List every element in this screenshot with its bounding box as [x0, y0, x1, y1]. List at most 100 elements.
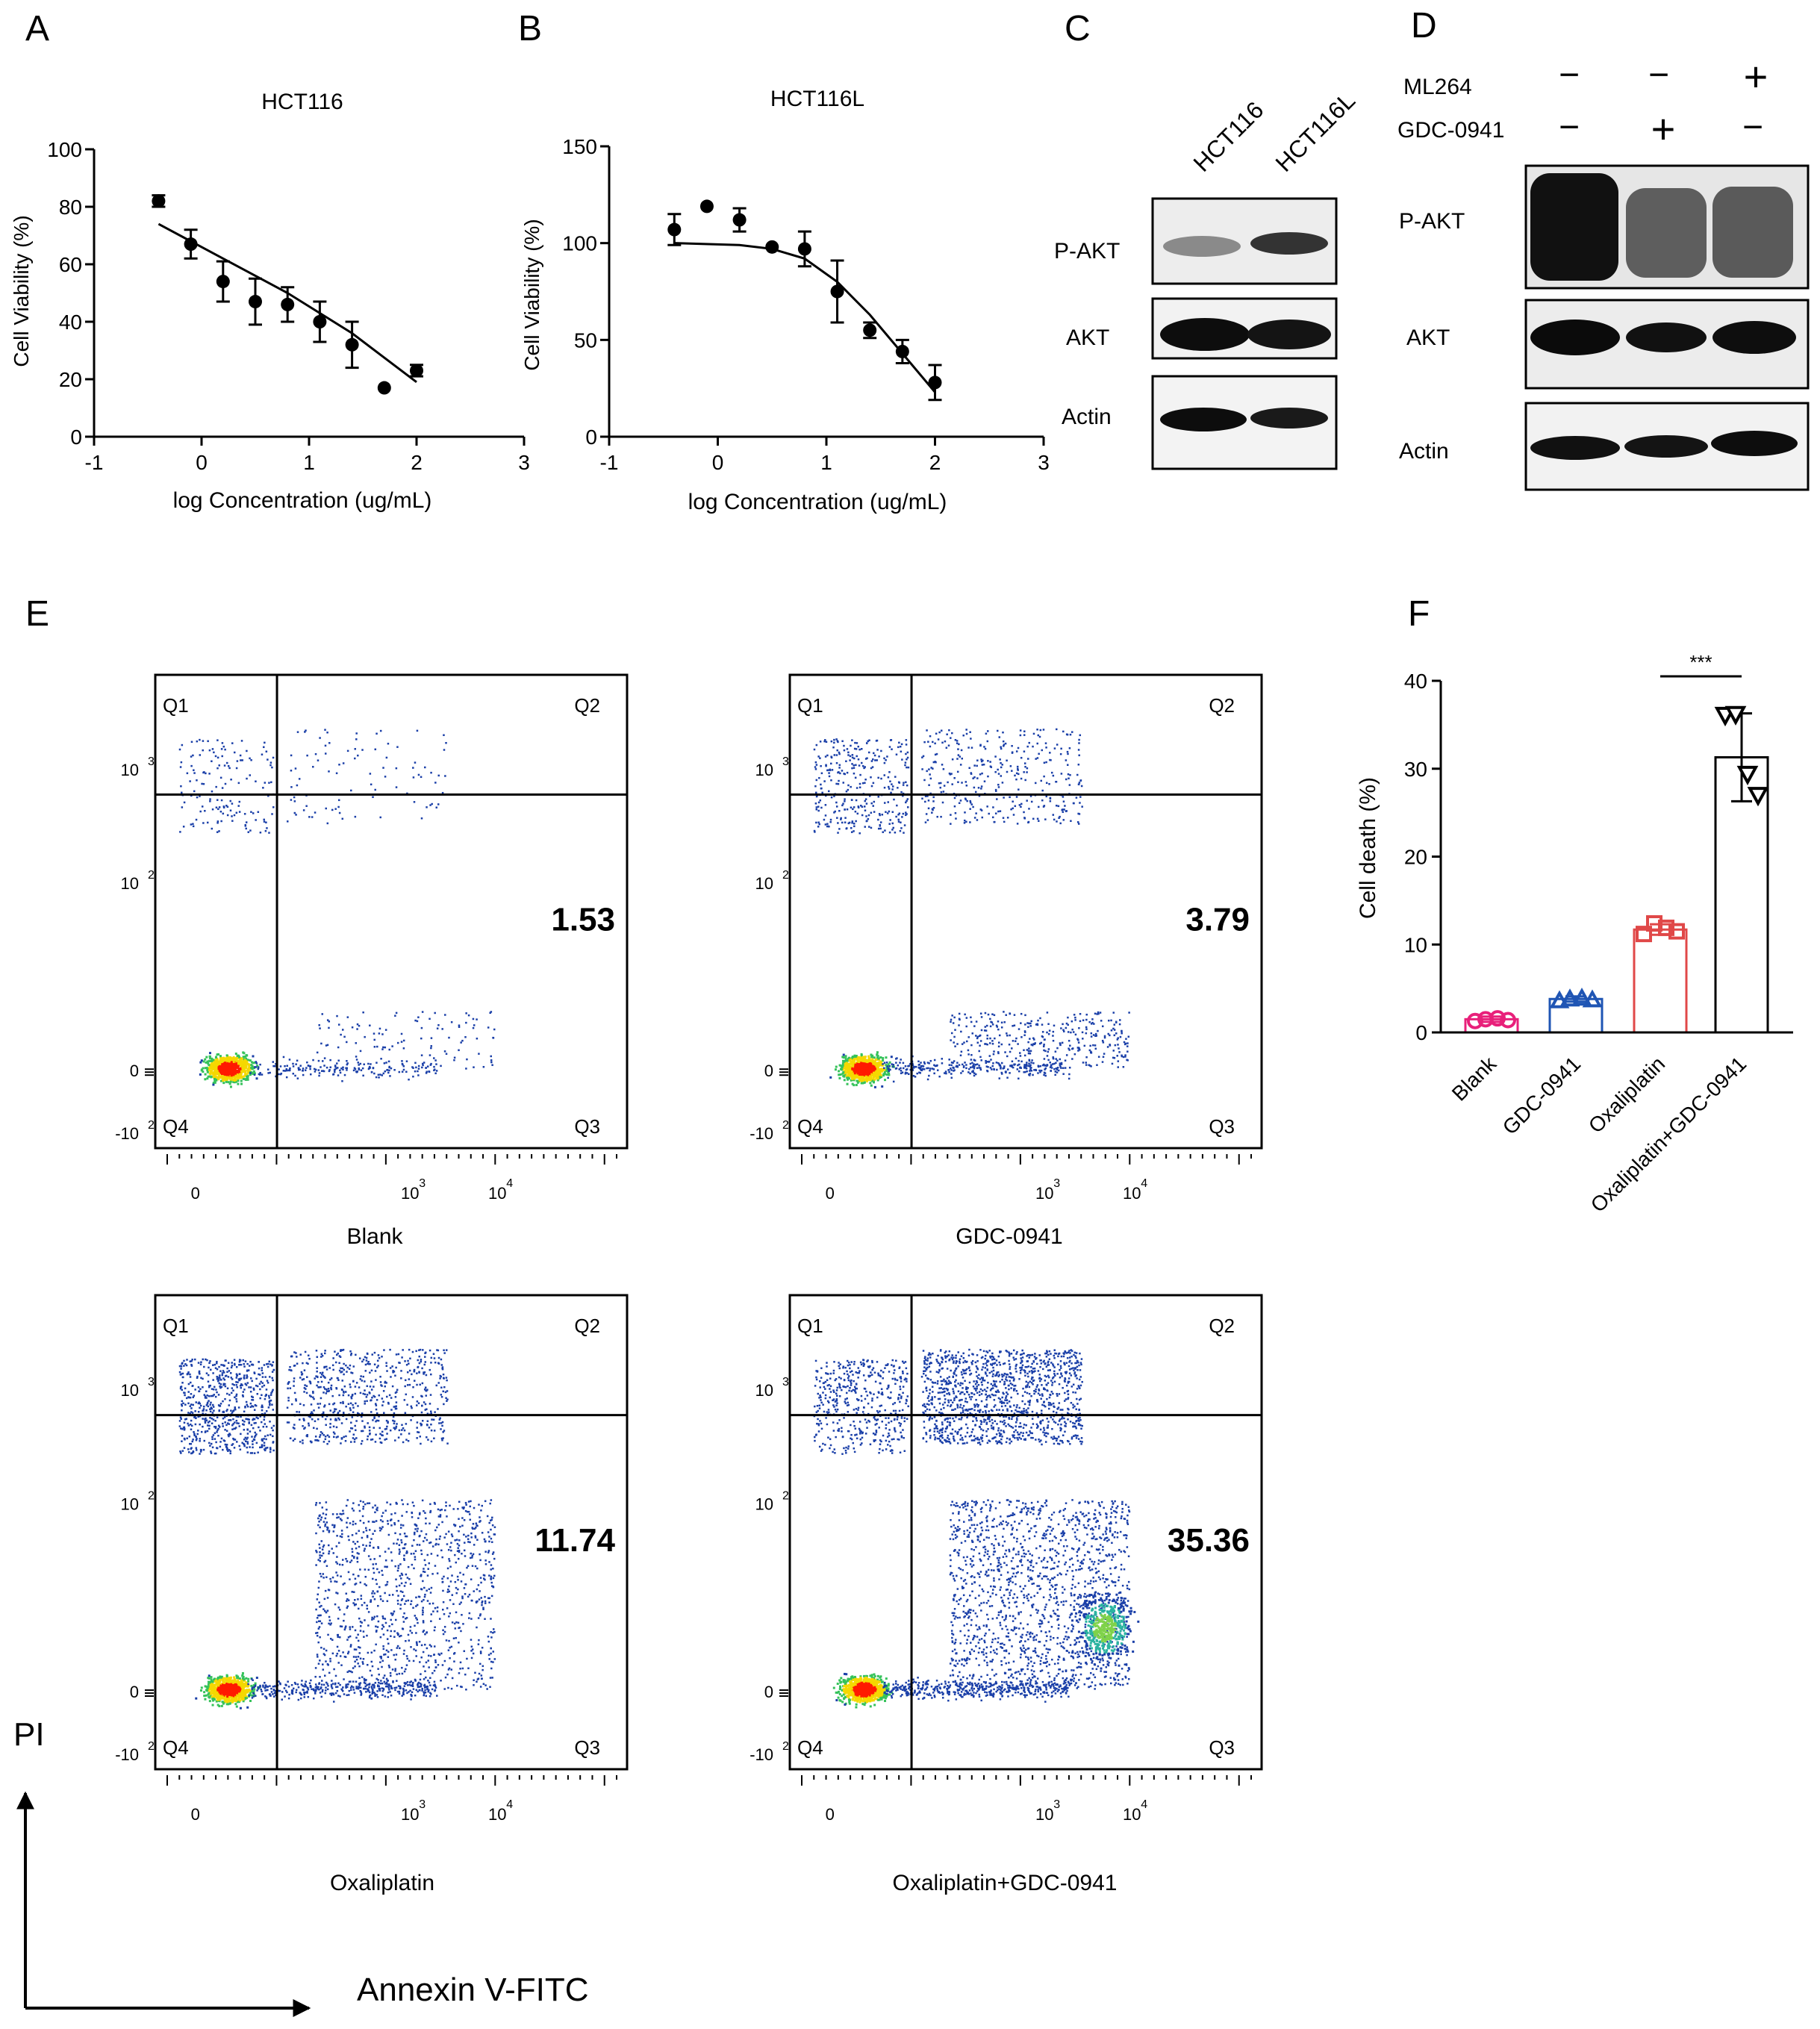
flow-event	[1071, 1020, 1073, 1023]
flow-event	[232, 1080, 235, 1083]
flow-event	[932, 806, 935, 809]
flow-event	[1015, 1037, 1017, 1040]
flow-event	[965, 729, 967, 731]
flow-event	[923, 741, 926, 744]
flow-event	[244, 1692, 247, 1695]
flow-event	[241, 1070, 244, 1073]
flow-event	[328, 1069, 331, 1071]
flow-event	[971, 1062, 973, 1065]
flow-event	[213, 1076, 216, 1079]
flow-event	[953, 1016, 956, 1019]
flow-event	[1020, 802, 1023, 805]
flow-event	[923, 779, 926, 782]
flow-event	[213, 1687, 216, 1690]
flow-event	[218, 830, 220, 832]
flow-event	[1030, 1044, 1033, 1046]
flow-event	[879, 827, 882, 830]
flow-event	[846, 808, 849, 811]
flow-event	[979, 808, 982, 811]
flow-event	[970, 747, 973, 749]
flow-event	[239, 1699, 242, 1702]
flow-event	[1024, 1070, 1026, 1073]
flow-event	[219, 1062, 222, 1065]
flow-event	[980, 758, 982, 761]
flow-event	[1019, 1052, 1021, 1054]
flow-event	[246, 777, 248, 780]
flow-event	[224, 1077, 227, 1080]
flow-event	[359, 1686, 362, 1689]
flow-event	[833, 741, 835, 744]
flow-event	[199, 810, 202, 813]
flow-event	[396, 746, 399, 748]
flow-event	[964, 811, 966, 814]
flow-event	[290, 1684, 293, 1686]
flow-event	[895, 1062, 897, 1064]
flow-event	[232, 1071, 235, 1074]
flow-event	[285, 1069, 288, 1072]
flow-event	[844, 1057, 847, 1060]
flow-event	[209, 1686, 212, 1689]
flow-event	[838, 828, 841, 830]
flow-event	[980, 1059, 982, 1062]
flow-event	[823, 740, 826, 743]
flow-event	[218, 1075, 221, 1078]
flow-event	[838, 764, 841, 767]
flow-event	[221, 1697, 224, 1700]
data-point	[152, 194, 166, 208]
blot-d-mark-gdc-3: −	[1742, 107, 1763, 147]
flow-event	[987, 730, 989, 732]
flow-event	[978, 1065, 980, 1067]
flow-event	[950, 737, 952, 739]
flow-event	[243, 1078, 246, 1081]
flow-event	[972, 1070, 974, 1072]
flow-event	[848, 1069, 851, 1072]
flow-event	[1062, 1029, 1065, 1031]
flow-event	[972, 777, 974, 779]
flow-event	[1112, 1056, 1115, 1059]
flow-event	[1119, 1019, 1121, 1021]
blot-c-akt-band-1	[1160, 318, 1250, 351]
flow-event	[233, 1073, 236, 1076]
blot-d-pakt-band-2	[1626, 188, 1707, 278]
flow-event	[828, 772, 830, 774]
flow-event	[229, 800, 231, 802]
flow-event	[874, 1070, 877, 1073]
flow-event	[238, 800, 241, 803]
flow-event	[1046, 1031, 1048, 1034]
flow-event	[944, 740, 947, 743]
flow-event	[1073, 802, 1075, 805]
flow-event	[242, 1066, 245, 1069]
flow-event	[840, 818, 842, 820]
flow-event	[373, 1046, 376, 1048]
flow-event	[997, 1062, 1000, 1065]
flow-event	[904, 761, 907, 764]
flow-event	[861, 1077, 864, 1080]
chart-a-title: HCT116	[261, 90, 343, 114]
flow-event	[363, 1063, 365, 1066]
x-tick-label: 10	[488, 1184, 506, 1203]
flow-event	[230, 1070, 233, 1073]
flow-event	[1027, 820, 1030, 823]
flow-event	[905, 814, 907, 817]
flow-event	[972, 805, 974, 808]
flow-event	[988, 812, 990, 815]
flow-event	[939, 786, 941, 789]
y-tick-exponent: 2	[782, 1119, 789, 1132]
flow-event	[430, 1062, 432, 1065]
flow-event	[1059, 1065, 1062, 1068]
flow-event	[1077, 823, 1080, 825]
flow-event	[877, 1071, 880, 1074]
flow-event	[223, 1064, 226, 1067]
flow-event	[997, 1051, 1000, 1053]
flow-event	[1062, 1023, 1064, 1026]
flow-event	[887, 776, 890, 779]
flow-event	[941, 801, 944, 804]
flow-event	[858, 1079, 861, 1082]
flow-event	[849, 1074, 852, 1077]
flow-event	[246, 1059, 249, 1062]
flow-event	[419, 1683, 422, 1685]
flow-event	[1109, 1034, 1111, 1037]
flow-event	[1071, 1058, 1073, 1060]
y-tick-label: 80	[59, 196, 82, 219]
flow-event	[296, 1077, 299, 1079]
